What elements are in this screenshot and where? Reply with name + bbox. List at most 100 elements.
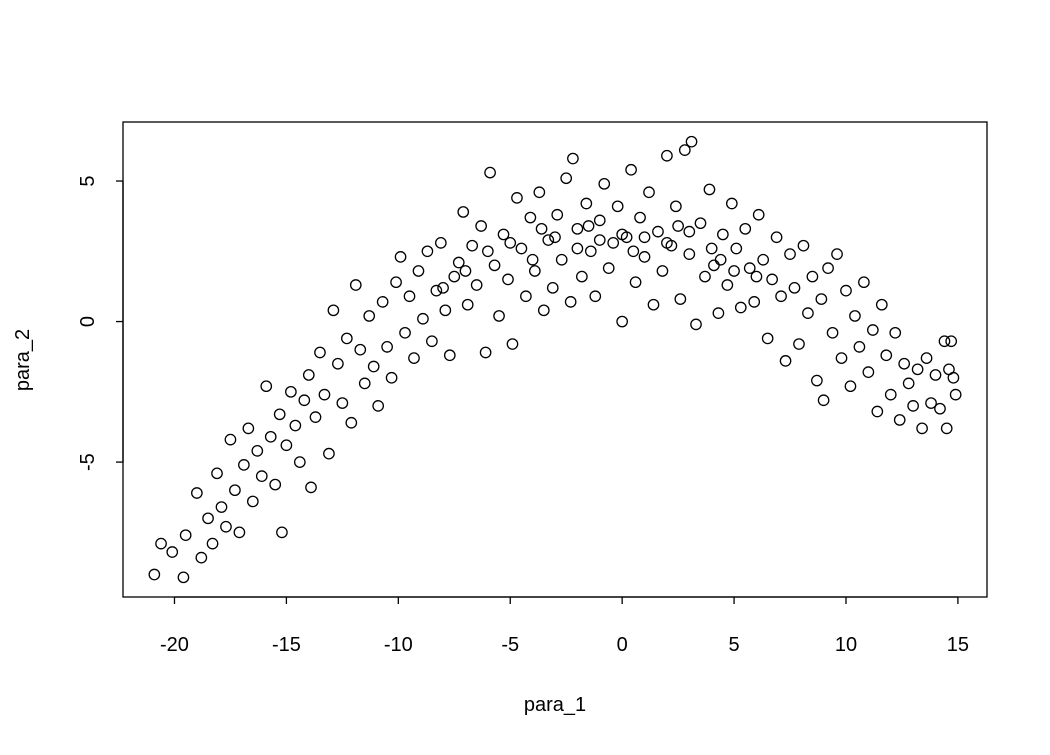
data-point [949, 388, 962, 401]
data-point [502, 273, 514, 286]
data-point [652, 225, 664, 238]
data-point [938, 335, 951, 348]
data-point [703, 183, 716, 196]
data-point [354, 343, 367, 356]
data-point [408, 352, 420, 364]
data-point [148, 568, 161, 581]
data-point [376, 296, 389, 308]
data-point [835, 352, 848, 364]
data-point [898, 357, 911, 370]
data-point [439, 304, 452, 317]
data-point [884, 388, 897, 401]
data-point [524, 211, 537, 224]
data-point [611, 200, 624, 213]
data-point [929, 369, 942, 381]
data-point [712, 307, 725, 319]
data-point [551, 208, 564, 221]
data-point [784, 248, 796, 260]
data-point [916, 422, 928, 435]
data-point [372, 400, 385, 412]
data-point [529, 265, 541, 277]
data-point [629, 276, 642, 289]
y-tick-label: -5 [77, 453, 99, 471]
data-point [678, 144, 691, 156]
data-point [497, 228, 510, 241]
data-point [685, 135, 698, 148]
data-point [336, 397, 349, 409]
data-point [853, 341, 866, 353]
data-point [880, 349, 893, 362]
data-point [750, 270, 763, 283]
data-point [875, 298, 888, 311]
data-point [775, 290, 787, 303]
data-point [656, 265, 669, 277]
data-point [202, 512, 214, 525]
x-tick-label: 5 [729, 634, 740, 656]
x-axis-label: para_1 [524, 694, 586, 716]
data-point [779, 355, 792, 367]
data-point [560, 172, 573, 185]
y-axis-label: para_2 [12, 329, 34, 391]
data-point [714, 253, 727, 266]
data-point [403, 290, 416, 303]
data-point [721, 279, 734, 291]
data-point [535, 222, 548, 235]
data-point [674, 293, 687, 305]
data-point [434, 237, 447, 249]
data-point [526, 253, 539, 266]
data-point [683, 248, 696, 260]
data-point [598, 177, 611, 190]
data-point [945, 335, 958, 348]
data-point [840, 284, 852, 297]
data-point [802, 307, 814, 319]
data-point [911, 363, 924, 376]
data-point [602, 262, 615, 275]
data-point [831, 248, 843, 260]
data-point [734, 301, 747, 314]
data-point [871, 405, 884, 418]
data-point [564, 296, 577, 308]
data-point [511, 192, 523, 204]
data-point [567, 152, 579, 165]
data-point [475, 220, 487, 232]
data-point [520, 290, 532, 303]
data-point [555, 253, 568, 266]
data-point [797, 239, 810, 252]
data-point [627, 245, 640, 258]
data-point [166, 546, 179, 558]
data-point [661, 149, 673, 162]
data-point [318, 388, 331, 401]
data-point [255, 470, 268, 482]
data-point [448, 270, 461, 283]
data-point [920, 352, 933, 364]
data-point [385, 371, 398, 384]
data-point [314, 346, 326, 359]
data-point [616, 228, 629, 241]
data-point [705, 242, 718, 255]
data-point [607, 237, 620, 249]
data-point [363, 310, 376, 322]
data-point [309, 411, 322, 423]
x-tick-label: 0 [617, 634, 628, 656]
data-point [515, 242, 528, 255]
data-point [457, 206, 470, 218]
data-point [893, 414, 906, 426]
data-point [947, 371, 960, 384]
data-point [215, 501, 228, 513]
x-axis: -20 -15 -10 -5 0 5 10 15 [160, 596, 969, 656]
data-point [815, 293, 828, 305]
data-point [233, 526, 246, 539]
data-point [421, 245, 434, 258]
data-point [699, 270, 711, 283]
data-point [717, 228, 729, 241]
data-point [269, 478, 282, 491]
data-point [394, 251, 407, 263]
data-point [323, 447, 335, 460]
data-point [345, 416, 358, 429]
data-point [417, 312, 429, 325]
data-point [260, 380, 273, 393]
data-point [940, 422, 953, 435]
data-point [690, 318, 702, 331]
data-point [264, 430, 277, 443]
